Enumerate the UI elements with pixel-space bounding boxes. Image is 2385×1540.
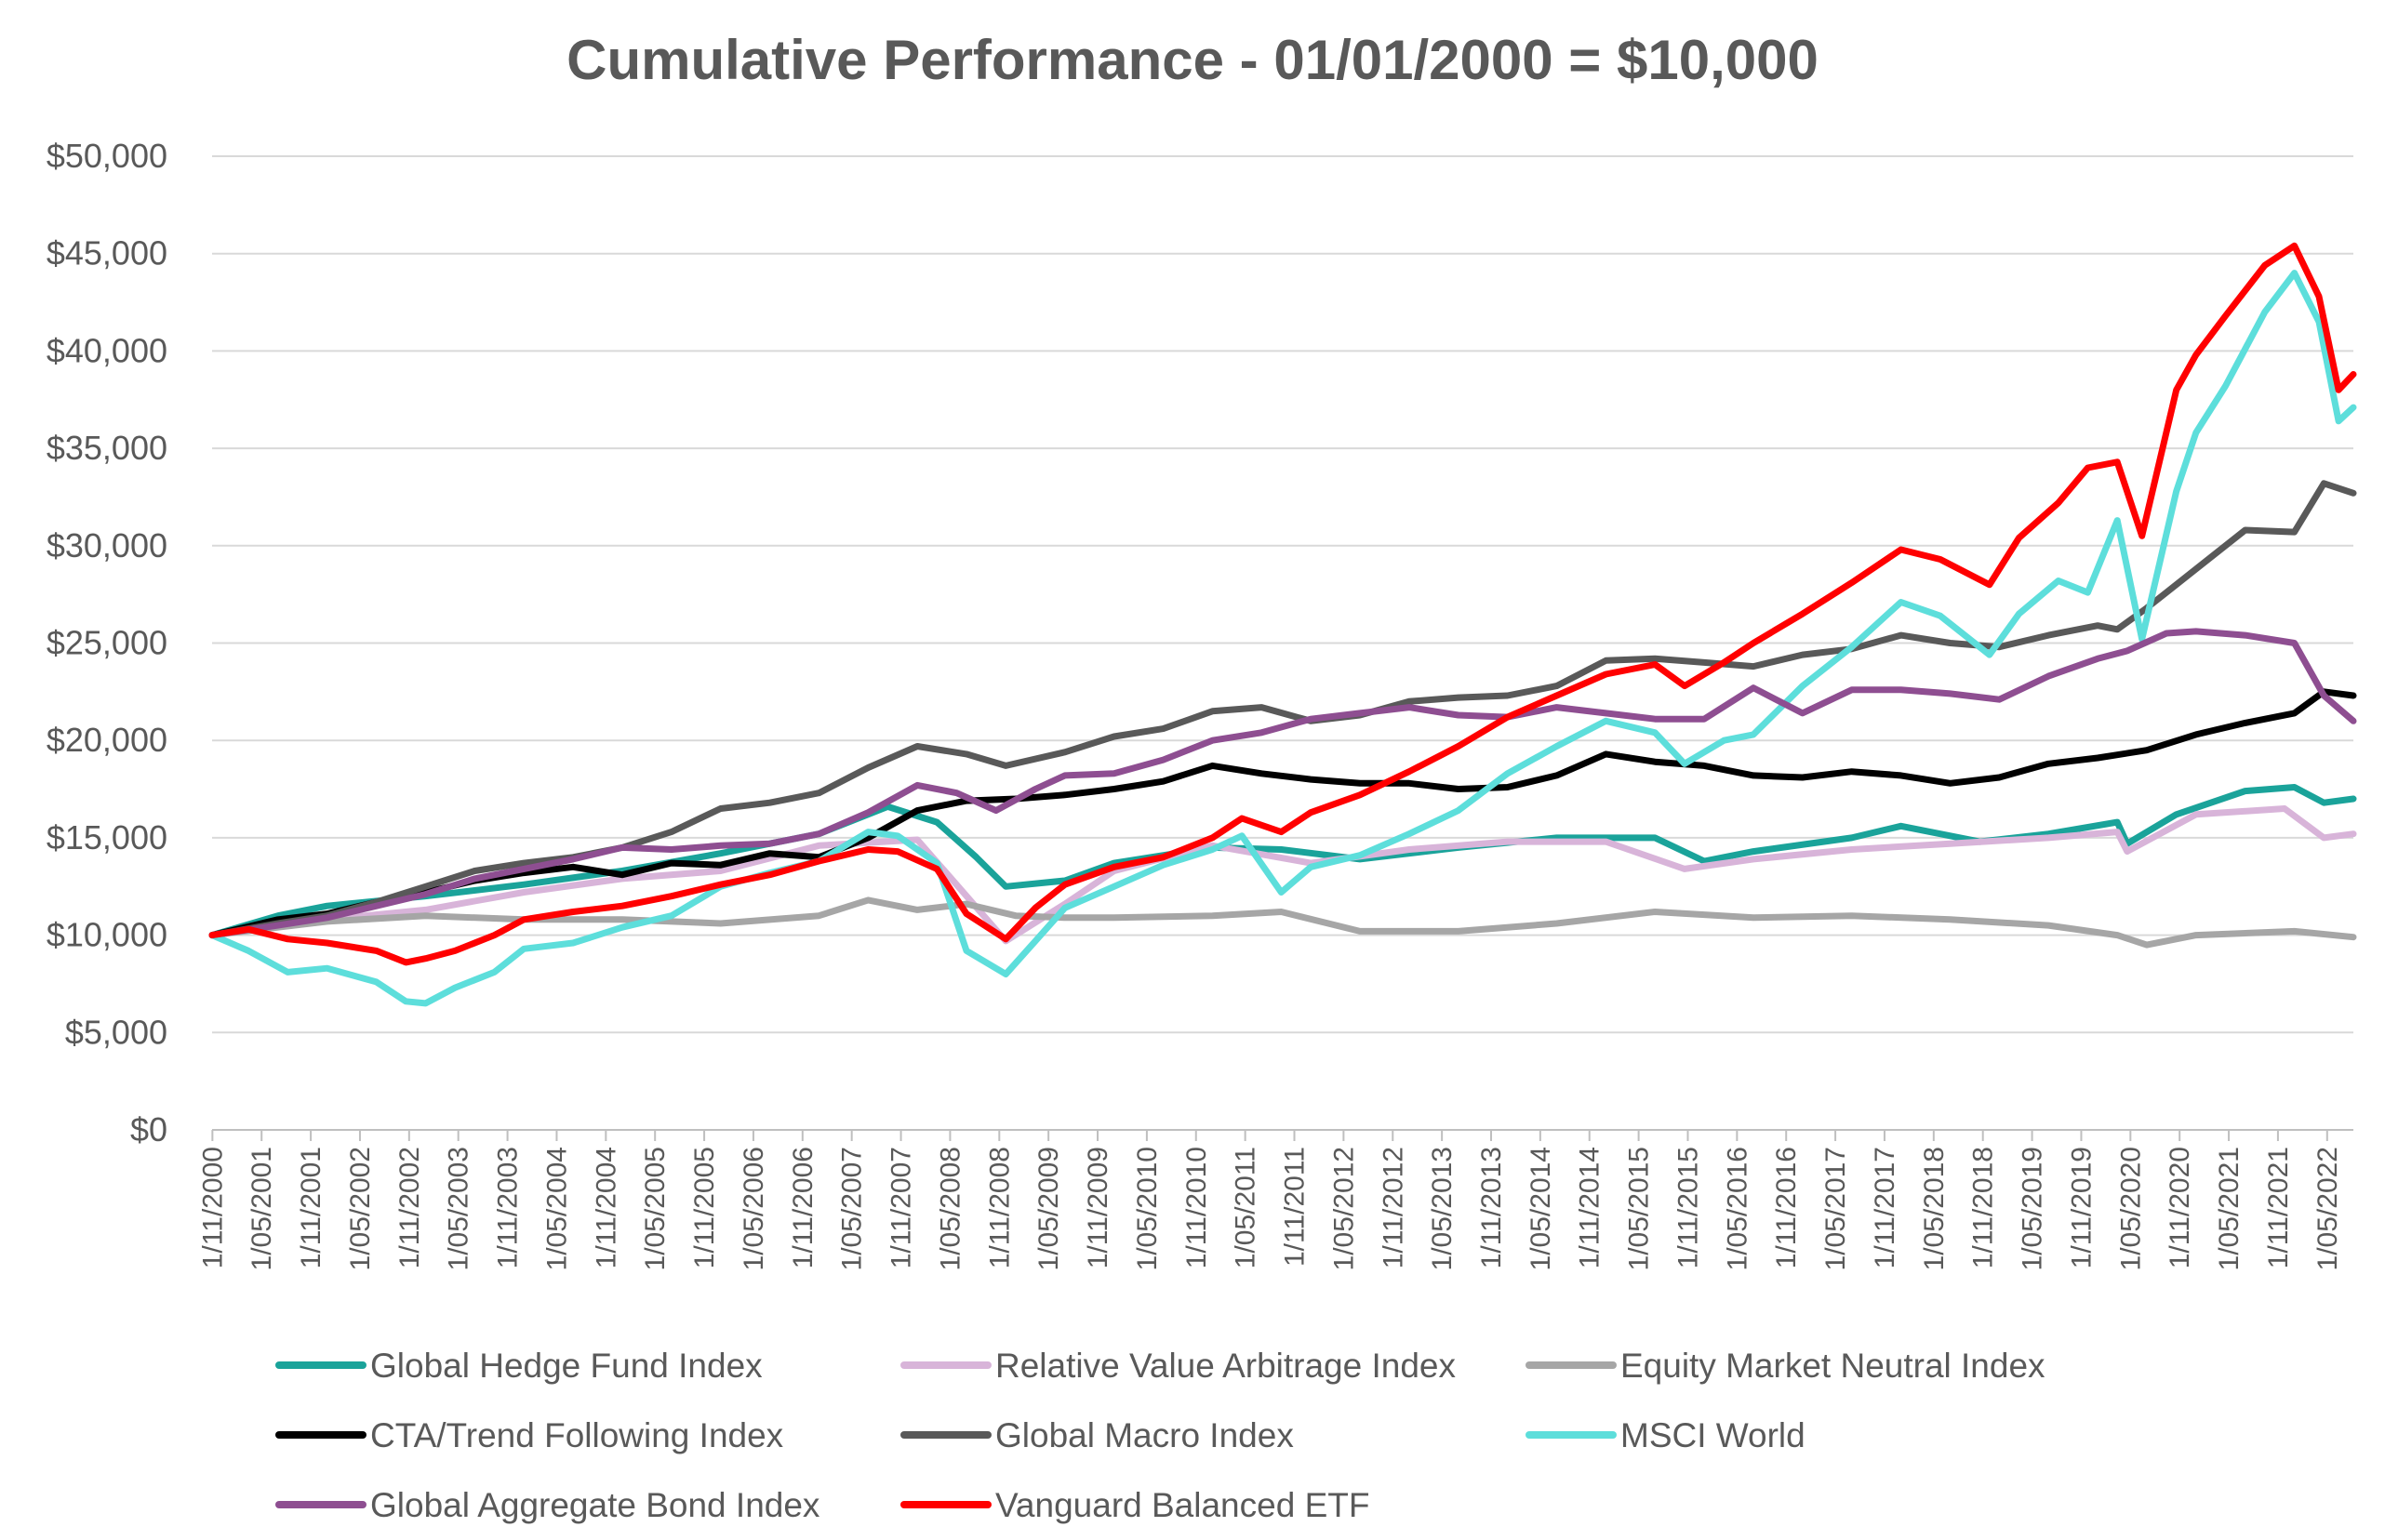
x-tick-label: 1/11/2010 <box>1181 1147 1212 1268</box>
x-tick-label: 1/11/2017 <box>1870 1147 1900 1268</box>
series-line-1 <box>208 805 2357 945</box>
y-tick-label: $30,000 <box>47 526 167 564</box>
x-tick-label: 1/11/2007 <box>886 1147 917 1268</box>
x-tick-label: 1/11/2006 <box>788 1147 819 1268</box>
legend-label: Global Macro Index <box>995 1416 1294 1454</box>
x-tick-label: 1/05/2013 <box>1427 1147 1458 1270</box>
x-tick-label: 1/05/2016 <box>1722 1147 1752 1270</box>
x-tick-label: 1/11/2019 <box>2066 1147 2097 1268</box>
legend-label: MSCI World <box>1620 1416 1805 1454</box>
x-tick-label: 1/11/2018 <box>1968 1147 1999 1268</box>
gridlines <box>212 155 2353 1034</box>
x-tick-label: 1/11/2013 <box>1476 1147 1507 1268</box>
x-tick-label: 1/11/2012 <box>1378 1147 1408 1268</box>
x-tick-label: 1/11/2016 <box>1771 1147 1802 1268</box>
y-tick-label: $5,000 <box>65 1013 167 1051</box>
axes: $0 $5,000 $10,000 $15,000 $20,000 $25,000 $30,… <box>47 137 2353 1270</box>
y-tick-label: $45,000 <box>47 234 167 272</box>
x-tick-label: 1/05/2008 <box>935 1147 966 1270</box>
x-tick-label: 1/11/2002 <box>394 1147 425 1268</box>
series-line-6 <box>208 628 2357 939</box>
x-tick-label: 1/11/2005 <box>689 1147 720 1268</box>
x-tick-label: 1/05/2003 <box>444 1147 474 1270</box>
x-tick-label: 1/05/2019 <box>2018 1147 2048 1270</box>
x-tick-label: 1/11/2020 <box>2165 1147 2195 1268</box>
y-tick-label: $0 <box>130 1110 167 1148</box>
series-line-5 <box>208 270 2357 1007</box>
y-tick-label: $40,000 <box>47 331 167 369</box>
x-tick-label: 1/05/2012 <box>1328 1147 1359 1270</box>
x-tick-label: 1/11/2014 <box>1575 1147 1606 1268</box>
y-tick-label: $20,000 <box>47 721 167 759</box>
legend-label: CTA/Trend Following Index <box>370 1416 784 1454</box>
x-tick-label: 1/05/2018 <box>1919 1147 1950 1270</box>
y-tick-label: $35,000 <box>47 429 167 467</box>
x-tick-label: 1/05/2021 <box>2214 1147 2245 1270</box>
x-tick-label: 1/05/2011 <box>1231 1147 1261 1268</box>
x-tick-label: 1/05/2022 <box>2312 1147 2343 1270</box>
chart-title: Cumulative Performance - 01/01/2000 = $1… <box>566 29 1819 91</box>
legend-label: Global Aggregate Bond Index <box>370 1486 820 1524</box>
x-tick-label: 1/05/2015 <box>1624 1147 1655 1270</box>
x-tick-label: 1/11/2003 <box>493 1147 524 1268</box>
x-tick-label: 1/05/2006 <box>739 1147 769 1270</box>
x-tick-label: 1/11/2015 <box>1672 1147 1703 1268</box>
legend-label: Relative Value Arbitrage Index <box>995 1347 1457 1385</box>
series-line-7 <box>208 242 2357 966</box>
legend: Global Hedge Fund Index Relative Value Ar… <box>275 1347 2045 1524</box>
x-tick-label: 1/05/2001 <box>246 1147 277 1270</box>
x-tick-label: 1/11/2001 <box>296 1147 326 1268</box>
x-tick-label: 1/11/2008 <box>984 1147 1015 1268</box>
x-tick-label: 1/05/2010 <box>1132 1147 1163 1270</box>
x-tick-label: 1/11/2011 <box>1280 1147 1311 1267</box>
legend-label: Global Hedge Fund Index <box>370 1347 763 1385</box>
y-tick-label: $10,000 <box>47 916 167 954</box>
x-tick-label: 1/11/2004 <box>591 1147 621 1268</box>
y-tick-label: $50,000 <box>47 137 167 175</box>
x-tick-label: 1/11/2009 <box>1083 1147 1113 1268</box>
series-line-3 <box>208 688 2357 939</box>
x-tick-label: 1/05/2005 <box>640 1147 671 1270</box>
series-lines <box>208 242 2357 1007</box>
x-tick-label: 1/05/2020 <box>2115 1147 2146 1270</box>
x-tick-label: 1/11/2000 <box>197 1147 228 1268</box>
series-line-2 <box>208 896 2357 949</box>
x-tick-label: 1/11/2021 <box>2263 1147 2294 1268</box>
legend-label: Vanguard Balanced ETF <box>995 1486 1369 1524</box>
x-tick-label: 1/05/2017 <box>1820 1147 1851 1270</box>
y-tick-label: $25,000 <box>47 624 167 662</box>
legend-label: Equity Market Neutral Index <box>1620 1347 2045 1385</box>
x-tick-label: 1/05/2002 <box>345 1147 376 1270</box>
x-tick-label: 1/05/2014 <box>1526 1147 1556 1270</box>
y-tick-label: $15,000 <box>47 818 167 856</box>
x-tick-label: 1/05/2007 <box>837 1147 868 1270</box>
x-tick-label: 1/05/2004 <box>541 1147 572 1270</box>
x-tick-label: 1/05/2009 <box>1033 1147 1064 1270</box>
